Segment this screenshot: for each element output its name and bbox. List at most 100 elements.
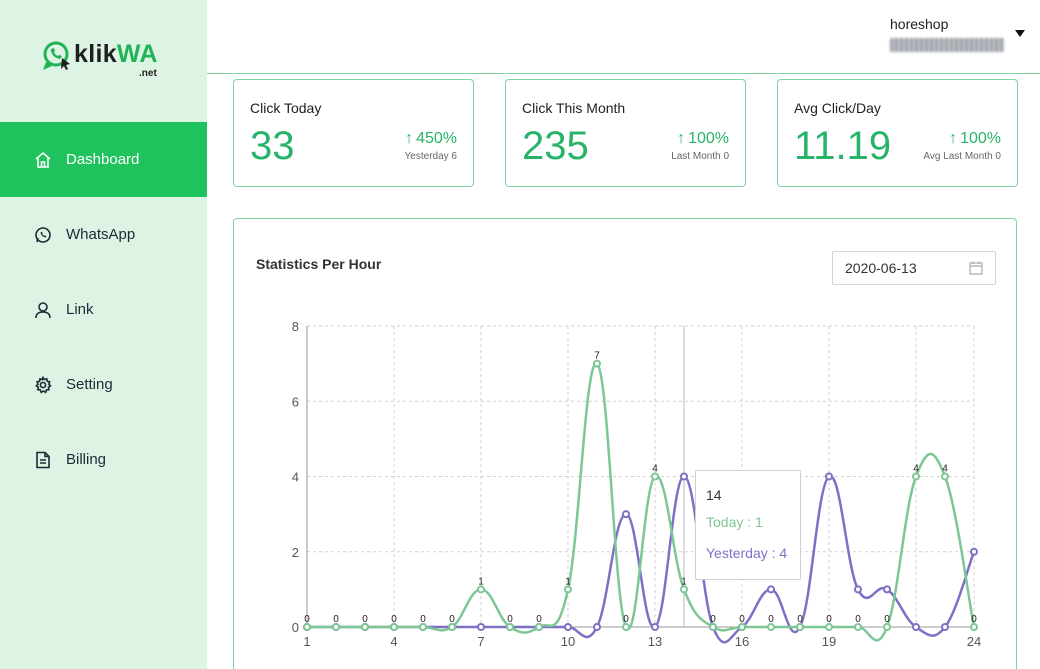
arrow-up-icon: ↑ xyxy=(949,130,958,147)
sidebar-item-dashboard[interactable]: Dashboard xyxy=(0,122,207,197)
card-change: ↑ 450% xyxy=(405,130,457,147)
date-picker-input[interactable]: 2020-06-13 xyxy=(832,251,996,285)
data-point-today xyxy=(825,623,833,631)
data-label: 0 xyxy=(855,614,861,625)
brand-logo[interactable]: klikWA .net xyxy=(42,38,172,79)
data-label: 1 xyxy=(478,576,484,587)
card-title: Click This Month xyxy=(522,100,626,116)
card-title: Avg Click/Day xyxy=(794,100,881,116)
whatsapp-icon xyxy=(34,226,52,244)
data-point-today xyxy=(593,359,601,368)
data-point-today xyxy=(332,623,340,631)
y-tick-label: 6 xyxy=(292,394,299,409)
data-point-yesterday xyxy=(883,585,891,594)
chart-tooltip: 14 Today : 1 Yesterday : 4 xyxy=(695,470,801,580)
document-icon xyxy=(34,451,52,469)
stat-card-click-today: Click Today 33 ↑ 450% Yesterday 6 xyxy=(233,79,474,187)
data-point-yesterday xyxy=(651,623,659,631)
brand-name: klikWA xyxy=(74,40,158,68)
x-tick-label: 24 xyxy=(967,634,981,649)
data-point-yesterday xyxy=(593,623,601,631)
data-label: 1 xyxy=(565,576,571,587)
sidebar-item-label: Dashboard xyxy=(66,151,140,168)
data-label: 0 xyxy=(333,614,339,625)
x-tick-label: 4 xyxy=(390,634,397,649)
data-label: 4 xyxy=(913,464,919,475)
home-icon xyxy=(34,151,52,169)
data-point-yesterday xyxy=(854,585,862,594)
data-point-today xyxy=(883,623,891,631)
data-label: 0 xyxy=(739,614,745,625)
card-title: Click Today xyxy=(250,100,322,116)
data-label: 0 xyxy=(420,614,426,625)
card-change: ↑ 100% xyxy=(677,130,729,147)
data-point-today xyxy=(419,623,427,631)
user-icon xyxy=(34,301,52,319)
data-label: 1 xyxy=(681,576,687,587)
data-point-yesterday xyxy=(767,585,775,594)
data-label: 0 xyxy=(391,614,397,625)
data-point-today xyxy=(361,623,369,631)
y-tick-label: 2 xyxy=(292,545,299,560)
data-point-yesterday xyxy=(564,623,572,631)
data-label: 0 xyxy=(623,614,629,625)
x-tick-label: 13 xyxy=(648,634,662,649)
data-point-today xyxy=(303,623,311,631)
card-change: ↑ 100% xyxy=(949,130,1001,147)
sidebar-item-whatsapp[interactable]: WhatsApp xyxy=(0,197,207,272)
x-tick-label: 1 xyxy=(303,634,310,649)
data-point-yesterday xyxy=(622,510,630,519)
data-point-today xyxy=(390,623,398,631)
data-point-today xyxy=(912,472,920,481)
data-label: 4 xyxy=(942,464,948,475)
sidebar-item-link[interactable]: Link xyxy=(0,272,207,347)
data-point-yesterday xyxy=(970,547,978,556)
panel-title: Statistics Per Hour xyxy=(256,256,382,272)
x-tick-label: 19 xyxy=(822,634,836,649)
data-point-today xyxy=(477,585,485,594)
data-label: 0 xyxy=(362,614,368,625)
data-label: 0 xyxy=(304,614,310,625)
data-point-today xyxy=(651,472,659,481)
data-label: 0 xyxy=(536,614,542,625)
data-point-today xyxy=(535,623,543,631)
card-subtext: Yesterday 6 xyxy=(404,151,457,162)
sidebar-item-billing[interactable]: Billing xyxy=(0,422,207,497)
gear-icon xyxy=(34,375,52,394)
data-label: 0 xyxy=(768,614,774,625)
data-point-today xyxy=(709,623,717,631)
y-tick-label: 0 xyxy=(292,620,299,635)
data-point-today xyxy=(680,585,688,594)
date-value: 2020-06-13 xyxy=(845,260,917,276)
card-value: 235 xyxy=(522,124,589,168)
sidebar-item-label: WhatsApp xyxy=(66,226,136,243)
card-value: 33 xyxy=(250,124,295,168)
data-label: 0 xyxy=(971,614,977,625)
data-point-today xyxy=(767,623,775,631)
sidebar: klikWA .net Dashboard WhatsApp Link Se xyxy=(0,0,207,669)
data-label: 7 xyxy=(594,351,600,362)
arrow-up-icon: ↑ xyxy=(677,130,686,147)
data-point-today xyxy=(738,623,746,631)
data-label: 4 xyxy=(652,464,658,475)
sidebar-item-setting[interactable]: Setting xyxy=(0,347,207,422)
card-subtext: Avg Last Month 0 xyxy=(923,151,1001,162)
user-name[interactable]: horeshop xyxy=(890,16,949,32)
data-point-today xyxy=(941,472,949,481)
sidebar-item-label: Billing xyxy=(66,451,107,468)
data-point-today xyxy=(796,623,804,631)
arrow-up-icon: ↑ xyxy=(405,130,414,147)
data-label: 0 xyxy=(449,614,455,625)
sidebar-item-label: Link xyxy=(66,301,94,318)
data-point-today xyxy=(448,623,456,631)
series-line-today xyxy=(307,362,976,642)
data-label: 0 xyxy=(797,614,803,625)
calendar-icon[interactable] xyxy=(969,261,983,275)
tooltip-title: 14 xyxy=(706,487,722,503)
caret-down-icon[interactable] xyxy=(1015,30,1025,37)
card-value: 11.19 xyxy=(794,124,892,168)
data-point-yesterday xyxy=(941,623,949,631)
data-label: 0 xyxy=(507,614,513,625)
brand-suffix: .net xyxy=(139,68,157,79)
